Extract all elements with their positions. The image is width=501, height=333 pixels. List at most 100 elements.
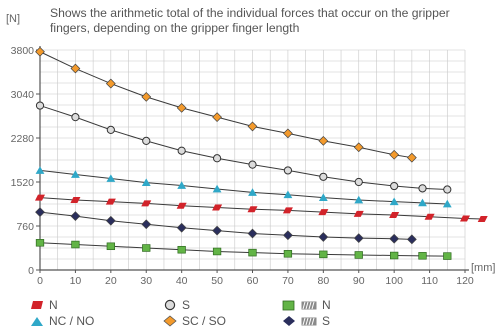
data-point — [353, 142, 364, 153]
data-point — [443, 252, 452, 260]
data-point — [70, 196, 81, 203]
data-point — [35, 101, 45, 110]
y-tick-label: 3040 — [11, 89, 35, 101]
data-point — [248, 160, 257, 169]
data-point — [106, 125, 115, 134]
data-point — [176, 222, 187, 233]
data-point — [406, 234, 417, 245]
legend-item-nc-no: NC / NO — [30, 314, 94, 328]
data-point — [354, 251, 363, 259]
data-point — [424, 213, 435, 220]
data-point — [418, 184, 427, 193]
data-point — [283, 166, 293, 175]
legend-label: N — [49, 298, 58, 312]
data-point — [35, 46, 45, 57]
data-point — [283, 230, 293, 241]
data-point — [283, 190, 293, 199]
data-point — [442, 199, 452, 208]
legend-label: NC / NO — [49, 314, 95, 328]
data-point — [71, 240, 80, 249]
legend-item-n: N — [30, 298, 58, 312]
data-point — [141, 178, 151, 186]
x-tick-label: 20 — [105, 275, 117, 287]
data-point — [247, 121, 258, 132]
data-point — [35, 166, 45, 174]
data-point — [389, 212, 400, 218]
data-point — [460, 215, 470, 222]
y-tick-label: 760 — [16, 221, 34, 233]
data-point — [212, 204, 223, 211]
chart-caption: Shows the arithmetic total of the indivi… — [50, 6, 450, 35]
legend-label: N — [322, 298, 331, 312]
y-tick-label: 3800 — [11, 45, 35, 57]
data-point — [105, 215, 116, 226]
data-point — [248, 248, 257, 257]
data-point — [71, 170, 80, 178]
x-axis-unit: [mm] — [471, 262, 496, 274]
data-point — [141, 219, 152, 230]
parallelogram-marker-icon — [31, 301, 43, 309]
data-point — [212, 225, 222, 236]
data-point — [390, 251, 399, 260]
x-tick-label: 80 — [317, 275, 329, 287]
series-line — [39, 197, 483, 220]
x-tick-label: 120 — [456, 275, 474, 287]
data-point — [247, 228, 258, 239]
data-point — [71, 113, 80, 122]
data-point — [318, 135, 329, 146]
legend-item-spring-s: S — [282, 314, 330, 328]
x-tick-label: 30 — [140, 275, 152, 287]
data-point — [212, 184, 222, 193]
x-tick-label: 90 — [353, 275, 365, 287]
series-line — [39, 51, 412, 159]
y-tick-label: 1520 — [11, 177, 35, 189]
data-point — [443, 185, 452, 194]
data-point — [35, 239, 45, 247]
legend-item-sc-so: SC / SO — [163, 314, 226, 328]
legend-item-spring-n: N — [282, 298, 331, 312]
x-tick-label: 60 — [247, 275, 259, 287]
data-point — [418, 252, 427, 260]
data-point — [318, 209, 329, 216]
legend-label: SC / SO — [182, 314, 227, 328]
y-tick-label: 0 — [28, 265, 34, 277]
data-point — [389, 197, 399, 206]
x-tick-label: 100 — [385, 275, 403, 287]
legend-label: S — [322, 314, 331, 328]
x-tick-label: 110 — [421, 275, 438, 287]
data-point — [35, 207, 45, 218]
square-marker-icon — [282, 300, 295, 310]
x-tick-label: 50 — [211, 275, 223, 287]
data-point — [248, 188, 257, 196]
data-point — [354, 177, 363, 187]
data-point — [70, 211, 81, 222]
series-line — [39, 211, 412, 240]
data-point — [353, 210, 364, 217]
triangle-marker-icon — [31, 316, 43, 326]
data-point — [142, 136, 151, 145]
data-point — [353, 233, 364, 244]
data-point — [142, 244, 151, 252]
legend-label: S — [182, 298, 191, 312]
data-point — [212, 154, 222, 163]
data-point — [418, 198, 427, 207]
x-tick-label: 40 — [176, 275, 188, 287]
data-point — [318, 232, 329, 242]
data-point — [389, 233, 400, 244]
data-point — [177, 245, 186, 254]
data-point — [106, 242, 115, 251]
data-point — [105, 198, 116, 205]
data-point — [70, 63, 81, 74]
data-point — [319, 250, 328, 259]
data-point — [176, 202, 187, 209]
y-axis-unit: [N] — [6, 13, 21, 25]
data-point — [319, 172, 328, 181]
data-point — [247, 206, 258, 213]
data-point — [283, 128, 293, 139]
spring-icon — [301, 317, 317, 325]
x-tick-label: 10 — [70, 275, 82, 287]
data-point — [176, 102, 187, 113]
legend-item-s: S — [163, 298, 190, 312]
diamond-marker-icon — [163, 315, 177, 327]
